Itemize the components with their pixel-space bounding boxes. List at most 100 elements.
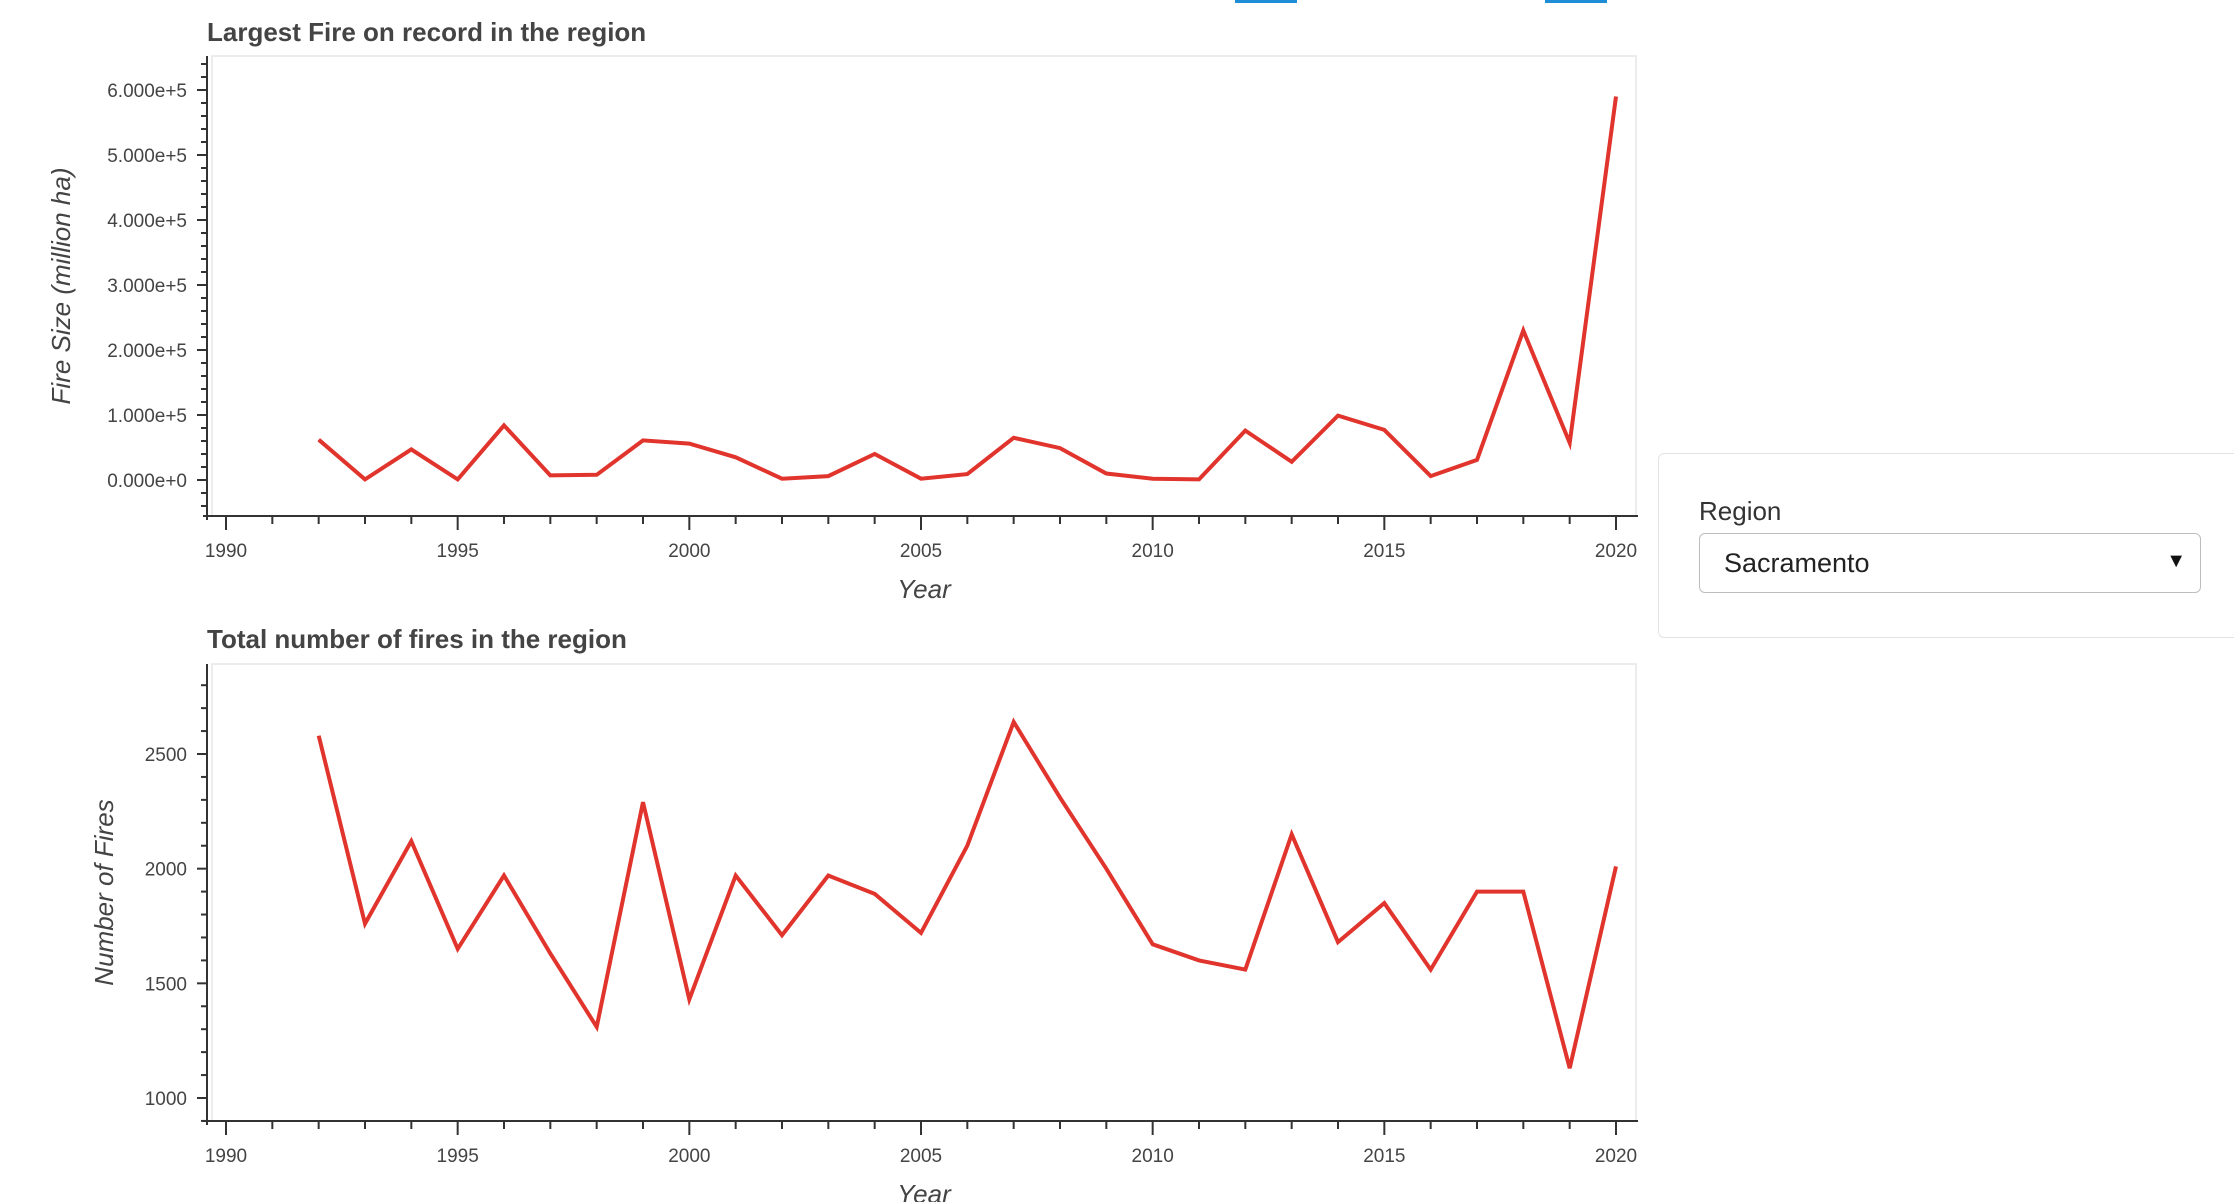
x-tick-label: 2020 xyxy=(1595,541,1637,562)
data-point xyxy=(1336,414,1340,418)
data-point xyxy=(1243,429,1247,433)
chart-number-of-fires-svg: Total number of fires in the region 1990 1… xyxy=(89,624,1638,1202)
x-axis-label: Year xyxy=(897,1179,952,1202)
y-tick-label: 1.000e+5 xyxy=(107,406,187,427)
top-tab-indicator-1[interactable] xyxy=(1235,0,1297,3)
data-point xyxy=(780,477,784,481)
data-point xyxy=(1568,1066,1572,1070)
series-line xyxy=(316,717,1618,1069)
y-tick-label: 3.000e+5 xyxy=(107,276,187,297)
x-tick-label: 2005 xyxy=(900,541,942,562)
data-point xyxy=(1012,720,1016,724)
data-point xyxy=(1104,867,1108,871)
data-point xyxy=(363,922,367,926)
region-label: Region xyxy=(1699,496,1782,526)
data-point xyxy=(1151,942,1155,946)
region-selector-panel: Region Sacramento ▼ xyxy=(1658,453,2234,638)
data-point xyxy=(363,477,367,481)
data-point xyxy=(919,477,923,481)
data-point xyxy=(1614,864,1618,868)
series-line xyxy=(317,96,1618,483)
y-tick-label: 0.000e+0 xyxy=(107,471,187,492)
data-point xyxy=(1151,477,1155,481)
data-point xyxy=(456,477,460,481)
y-tick-label: 2000 xyxy=(145,860,187,881)
data-point xyxy=(317,438,321,442)
x-tick-label: 2000 xyxy=(668,541,710,562)
data-point xyxy=(502,874,506,878)
data-point xyxy=(1429,474,1433,478)
x-tick-label: 2010 xyxy=(1132,1146,1174,1167)
x-tick-label: 2015 xyxy=(1363,541,1405,562)
data-point xyxy=(1290,832,1294,836)
data-point xyxy=(1475,458,1479,462)
data-point xyxy=(826,474,830,478)
x-tick-label: 1995 xyxy=(437,1146,479,1167)
data-point xyxy=(965,472,969,476)
data-point xyxy=(1382,428,1386,432)
data-point xyxy=(1012,436,1016,440)
data-point xyxy=(1429,968,1433,972)
data-point xyxy=(595,473,599,477)
plot-frame xyxy=(211,55,1637,517)
data-point xyxy=(826,874,830,878)
chart-title: Largest Fire on record in the region xyxy=(207,17,646,47)
region-select-value: Sacramento xyxy=(1724,548,1870,578)
data-point xyxy=(409,447,413,451)
y-axis-label: Fire Size (million ha) xyxy=(46,168,76,405)
y-tick-label: 2500 xyxy=(145,745,187,766)
data-point xyxy=(317,734,321,738)
data-point xyxy=(548,952,552,956)
x-tick-label: 2020 xyxy=(1595,1146,1637,1167)
data-point xyxy=(734,455,738,459)
data-point xyxy=(687,997,691,1001)
data-point xyxy=(502,423,506,427)
data-point xyxy=(1058,796,1062,800)
data-point xyxy=(873,452,877,456)
data-point xyxy=(1336,940,1340,944)
data-point xyxy=(1243,968,1247,972)
y-tick-label: 4.000e+5 xyxy=(107,211,187,232)
data-point xyxy=(1382,901,1386,905)
y-axis-label: Number of Fires xyxy=(89,799,119,985)
data-point xyxy=(1614,95,1618,99)
top-tab-indicator-2[interactable] xyxy=(1545,0,1607,3)
x-tick-label: 2005 xyxy=(900,1146,942,1167)
data-point xyxy=(1521,890,1525,894)
data-point xyxy=(1521,329,1525,333)
data-point xyxy=(1568,441,1572,445)
y-tick-label: 2.000e+5 xyxy=(107,341,187,362)
chart-largest-fire-svg: Largest Fire on record in the region 1990… xyxy=(46,17,1638,604)
x-tick-label: 1990 xyxy=(205,541,247,562)
data-point xyxy=(548,473,552,477)
region-select[interactable]: Sacramento ▼ xyxy=(1699,533,2201,593)
x-tick-label: 2010 xyxy=(1132,541,1174,562)
data-point xyxy=(456,947,460,951)
y-tick-label: 6.000e+5 xyxy=(107,81,187,102)
data-point xyxy=(780,933,784,937)
data-point xyxy=(873,892,877,896)
data-point xyxy=(1475,890,1479,894)
data-point xyxy=(919,931,923,935)
data-point xyxy=(1058,446,1062,450)
data-point xyxy=(1197,477,1201,481)
data-point xyxy=(1290,460,1294,464)
x-tick-label: 1995 xyxy=(437,541,479,562)
data-point xyxy=(641,438,645,442)
x-tick-label: 2000 xyxy=(668,1146,710,1167)
data-point xyxy=(409,839,413,843)
chart-title: Total number of fires in the region xyxy=(207,624,627,654)
data-point xyxy=(1104,472,1108,476)
plot-frame xyxy=(211,663,1637,1122)
data-point xyxy=(1197,958,1201,962)
y-tick-label: 5.000e+5 xyxy=(107,146,187,167)
y-tick-label: 1500 xyxy=(145,974,187,995)
data-point xyxy=(965,844,969,848)
x-tick-label: 2015 xyxy=(1363,1146,1405,1167)
x-tick-label: 1990 xyxy=(205,1146,247,1167)
y-tick-label: 1000 xyxy=(145,1089,187,1110)
data-point xyxy=(641,800,645,804)
data-point xyxy=(595,1025,599,1029)
data-point xyxy=(734,874,738,878)
x-axis-label: Year xyxy=(897,574,952,604)
